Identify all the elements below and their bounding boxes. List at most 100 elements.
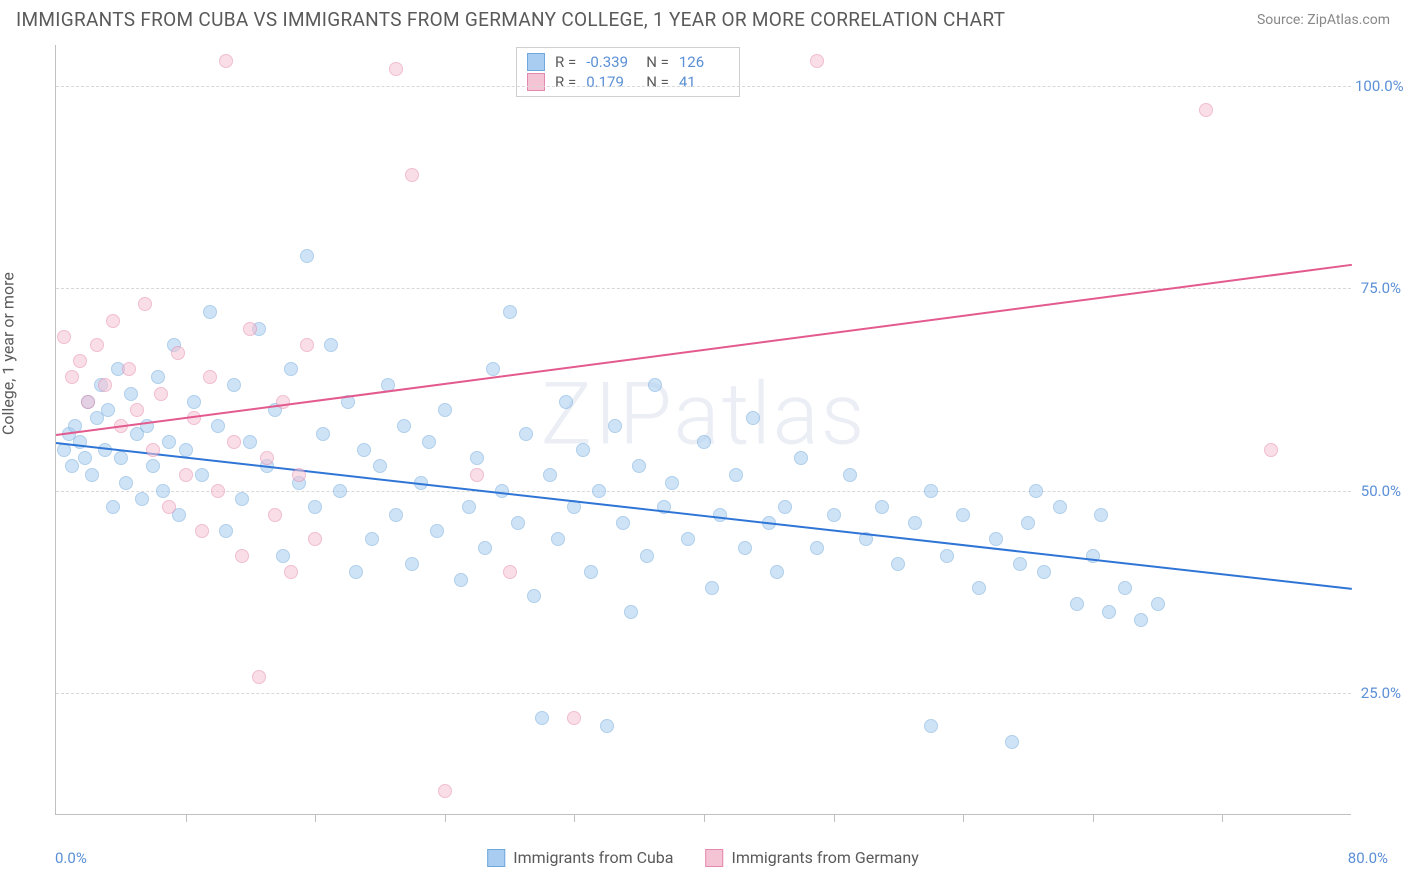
data-point: [810, 541, 824, 555]
data-point: [738, 541, 752, 555]
stats-row-cuba: R = -0.339 N = 126: [527, 52, 729, 72]
chart-container: College, 1 year or more ZIPatlas R = -0.…: [0, 35, 1406, 885]
data-point: [365, 532, 379, 546]
data-point: [778, 500, 792, 514]
data-point: [119, 476, 133, 490]
data-point: [203, 370, 217, 384]
data-point: [422, 435, 436, 449]
data-point: [1199, 103, 1213, 117]
legend-item-cuba: Immigrants from Cuba: [487, 848, 673, 867]
data-point: [705, 581, 719, 595]
legend-label-cuba: Immigrants from Cuba: [513, 848, 673, 867]
data-point: [300, 249, 314, 263]
data-point: [1134, 613, 1148, 627]
data-point: [90, 338, 104, 352]
chart-legend: Immigrants from Cuba Immigrants from Ger…: [487, 848, 919, 867]
r-label: R =: [555, 53, 576, 71]
data-point: [924, 719, 938, 733]
data-point: [106, 314, 120, 328]
x-tick: [834, 814, 835, 822]
trend-line: [56, 264, 1352, 436]
n-label: N =: [646, 73, 669, 91]
gridline: [56, 693, 1351, 694]
data-point: [940, 549, 954, 563]
chart-header: IMMIGRANTS FROM CUBA VS IMMIGRANTS FROM …: [0, 0, 1406, 35]
data-point: [138, 297, 152, 311]
y-axis-label: College, 1 year or more: [0, 272, 18, 435]
data-point: [219, 524, 233, 538]
swatch-germany: [705, 849, 723, 867]
data-point: [357, 443, 371, 457]
data-point: [535, 711, 549, 725]
data-point: [1102, 605, 1116, 619]
data-point: [300, 338, 314, 352]
data-point: [438, 403, 452, 417]
data-point: [543, 468, 557, 482]
data-point: [85, 468, 99, 482]
n-label: N =: [646, 53, 669, 71]
correlation-stats-box: R = -0.339 N = 126 R = 0.179 N = 41: [516, 47, 740, 97]
x-tick: [574, 814, 575, 822]
data-point: [154, 387, 168, 401]
data-point: [697, 435, 711, 449]
plot-area: ZIPatlas R = -0.339 N = 126 R = 0.179 N …: [55, 45, 1351, 815]
data-point: [187, 395, 201, 409]
swatch-cuba: [527, 53, 545, 71]
gridline: [56, 491, 1351, 492]
data-point: [101, 403, 115, 417]
data-point: [503, 305, 517, 319]
data-point: [268, 508, 282, 522]
data-point: [219, 54, 233, 68]
data-point: [559, 395, 573, 409]
data-point: [810, 54, 824, 68]
chart-title: IMMIGRANTS FROM CUBA VS IMMIGRANTS FROM …: [16, 8, 1005, 31]
data-point: [632, 459, 646, 473]
x-axis-min-label: 0.0%: [55, 849, 87, 867]
data-point: [1070, 597, 1084, 611]
data-point: [608, 419, 622, 433]
data-point: [827, 508, 841, 522]
data-point: [908, 516, 922, 530]
r-label: R =: [555, 73, 576, 91]
data-point: [162, 435, 176, 449]
source-attribution: Source: ZipAtlas.com: [1257, 12, 1390, 28]
x-tick: [963, 814, 964, 822]
data-point: [1013, 557, 1027, 571]
x-tick: [445, 814, 446, 822]
data-point: [106, 500, 120, 514]
x-axis-max-label: 80.0%: [1348, 849, 1388, 867]
r-value-germany: 0.179: [586, 73, 636, 91]
data-point: [373, 459, 387, 473]
data-point: [211, 484, 225, 498]
data-point: [640, 549, 654, 563]
data-point: [616, 516, 630, 530]
data-point: [260, 451, 274, 465]
x-tick: [315, 814, 316, 822]
data-point: [151, 370, 165, 384]
data-point: [211, 419, 225, 433]
data-point: [405, 557, 419, 571]
data-point: [470, 451, 484, 465]
data-point: [284, 565, 298, 579]
n-value-germany: 41: [679, 73, 729, 91]
data-point: [316, 427, 330, 441]
data-point: [1094, 508, 1108, 522]
data-point: [235, 492, 249, 506]
x-tick: [186, 814, 187, 822]
data-point: [624, 605, 638, 619]
data-point: [1053, 500, 1067, 514]
data-point: [284, 362, 298, 376]
x-tick: [704, 814, 705, 822]
data-point: [156, 484, 170, 498]
data-point: [843, 468, 857, 482]
data-point: [438, 784, 452, 798]
data-point: [891, 557, 905, 571]
y-tick-label: 75.0%: [1355, 279, 1401, 297]
data-point: [243, 322, 257, 336]
data-point: [98, 443, 112, 457]
gridline: [56, 86, 1351, 87]
data-point: [746, 411, 760, 425]
data-point: [179, 468, 193, 482]
x-tick: [1222, 814, 1223, 822]
data-point: [203, 305, 217, 319]
